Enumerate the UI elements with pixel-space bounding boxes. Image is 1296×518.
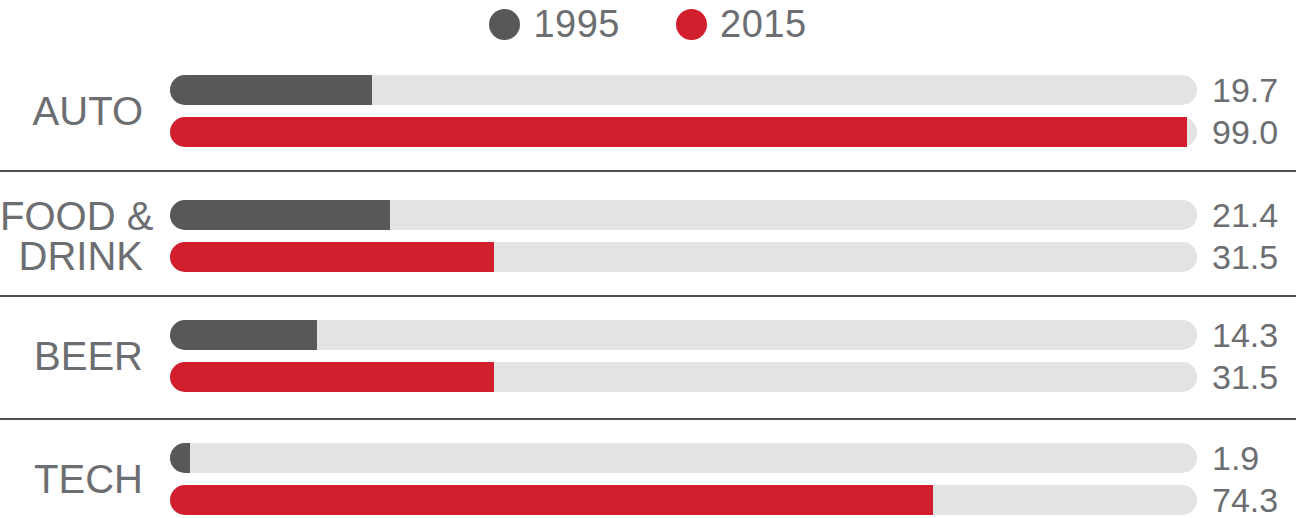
category-label-line: FOOD & bbox=[0, 196, 143, 236]
bar-fill-tech-1995 bbox=[170, 443, 190, 473]
category-label-tech: TECH bbox=[0, 443, 143, 515]
bar-fill-tech-2015 bbox=[170, 485, 933, 515]
bar-track-food-drink-1995 bbox=[170, 200, 1197, 230]
legend-item-2015: 2015 bbox=[676, 3, 807, 46]
value-label-auto-2015: 99.0 bbox=[1212, 117, 1278, 147]
chart-legend: 1995 2015 bbox=[0, 0, 1296, 48]
category-label-food-drink: FOOD &DRINK bbox=[0, 200, 143, 272]
bar-fill-beer-2015 bbox=[170, 362, 494, 392]
bar-chart: 1995 2015 AUTO 19.7 99.0 FOOD &DRINK 21.4 31.… bbox=[0, 0, 1296, 518]
bar-track-beer-1995 bbox=[170, 320, 1197, 350]
bar-track-tech-1995 bbox=[170, 443, 1197, 473]
category-label-line: AUTO bbox=[0, 91, 143, 131]
bar-track-food-drink-2015 bbox=[170, 242, 1197, 272]
value-label-tech-1995: 1.9 bbox=[1212, 443, 1259, 473]
bar-fill-beer-1995 bbox=[170, 320, 317, 350]
legend-swatch-2015-icon bbox=[676, 9, 707, 40]
value-label-auto-1995: 19.7 bbox=[1212, 75, 1278, 105]
value-label-food-drink-1995: 21.4 bbox=[1212, 200, 1278, 230]
category-label-auto: AUTO bbox=[0, 75, 143, 147]
bar-track-beer-2015 bbox=[170, 362, 1197, 392]
bar-fill-auto-2015 bbox=[170, 117, 1187, 147]
bar-track-auto-2015 bbox=[170, 117, 1197, 147]
legend-item-1995: 1995 bbox=[489, 3, 620, 46]
bar-track-auto-1995 bbox=[170, 75, 1197, 105]
category-label-line: DRINK bbox=[0, 236, 143, 276]
legend-label-1995: 1995 bbox=[533, 3, 620, 46]
bar-fill-food-drink-1995 bbox=[170, 200, 390, 230]
legend-label-2015: 2015 bbox=[720, 3, 807, 46]
bar-fill-auto-1995 bbox=[170, 75, 372, 105]
value-label-beer-1995: 14.3 bbox=[1212, 320, 1278, 350]
bar-fill-food-drink-2015 bbox=[170, 242, 494, 272]
section-divider bbox=[0, 418, 1296, 420]
value-label-beer-2015: 31.5 bbox=[1212, 362, 1278, 392]
value-label-tech-2015: 74.3 bbox=[1212, 485, 1278, 515]
value-label-food-drink-2015: 31.5 bbox=[1212, 242, 1278, 272]
section-divider bbox=[0, 295, 1296, 297]
section-divider bbox=[0, 170, 1296, 172]
bar-track-tech-2015 bbox=[170, 485, 1197, 515]
category-label-line: TECH bbox=[0, 459, 143, 499]
category-label-beer: BEER bbox=[0, 320, 143, 392]
category-label-line: BEER bbox=[0, 336, 143, 376]
legend-swatch-1995-icon bbox=[489, 9, 520, 40]
